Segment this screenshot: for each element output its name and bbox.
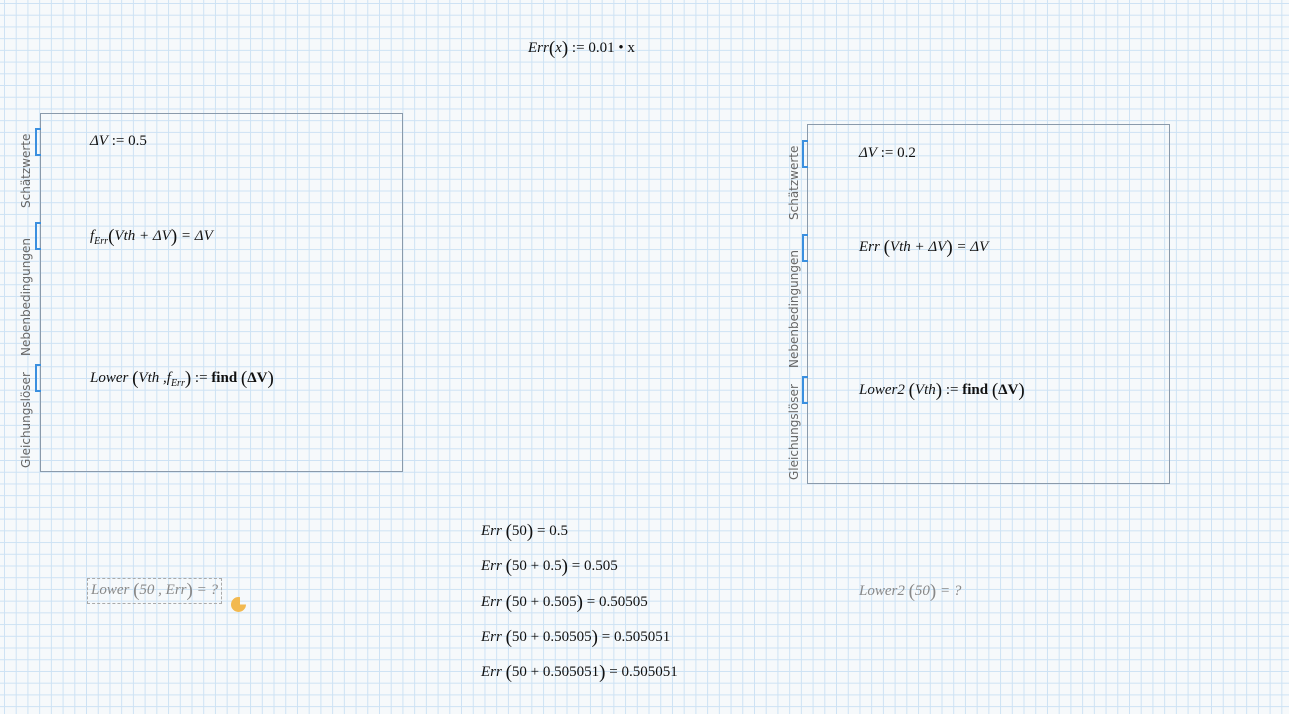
warning-indicator-icon[interactable]	[231, 597, 246, 612]
pending-eval-lower[interactable]: Lower (50 , Err) = ?	[87, 578, 222, 604]
section-bracket	[35, 222, 41, 250]
label-guess: Schätzwerte	[787, 145, 801, 220]
label-guess: Schätzwerte	[19, 133, 33, 208]
guess-expr-1[interactable]: ΔV := 0.5	[90, 133, 147, 149]
solver-expr-1[interactable]: Lower (Vth ,fErr) := find (ΔV)	[90, 368, 274, 389]
constraint-expr-1[interactable]: fErr(Vth + ΔV) = ΔV	[90, 226, 213, 247]
solve-block-1[interactable]	[40, 113, 403, 472]
constraint-expr-2[interactable]: Err (Vth + ΔV) = ΔV	[859, 237, 989, 258]
section-bracket	[35, 128, 41, 156]
label-solver: Gleichungslöser	[19, 372, 33, 468]
section-bracket	[802, 234, 808, 262]
label-constraints: Nebenbedingungen	[19, 238, 33, 356]
section-bracket	[802, 376, 808, 404]
pending-eval-lower2[interactable]: Lower2 (50) = ?	[859, 581, 962, 602]
evaluation-row[interactable]: Err (50 + 0.505051) = 0.505051	[481, 662, 678, 684]
label-solver: Gleichungslöser	[787, 384, 801, 480]
label-constraints: Nebenbedingungen	[787, 250, 801, 368]
section-bracket	[802, 140, 808, 168]
evaluation-row[interactable]: Err (50 + 0.5) = 0.505	[481, 556, 618, 578]
solve-block-2[interactable]	[807, 124, 1170, 484]
solver-expr-2[interactable]: Lower2 (Vth) := find (ΔV)	[859, 380, 1025, 401]
err-definition[interactable]: Err(x) := 0.01 • x	[528, 38, 635, 59]
evaluation-row[interactable]: Err (50) = 0.5	[481, 521, 568, 542]
guess-expr-2[interactable]: ΔV := 0.2	[859, 145, 916, 161]
evaluation-row[interactable]: Err (50 + 0.505) = 0.50505	[481, 591, 648, 613]
evaluation-row[interactable]: Err (50 + 0.50505) = 0.505051	[481, 626, 671, 648]
section-bracket	[35, 364, 41, 392]
